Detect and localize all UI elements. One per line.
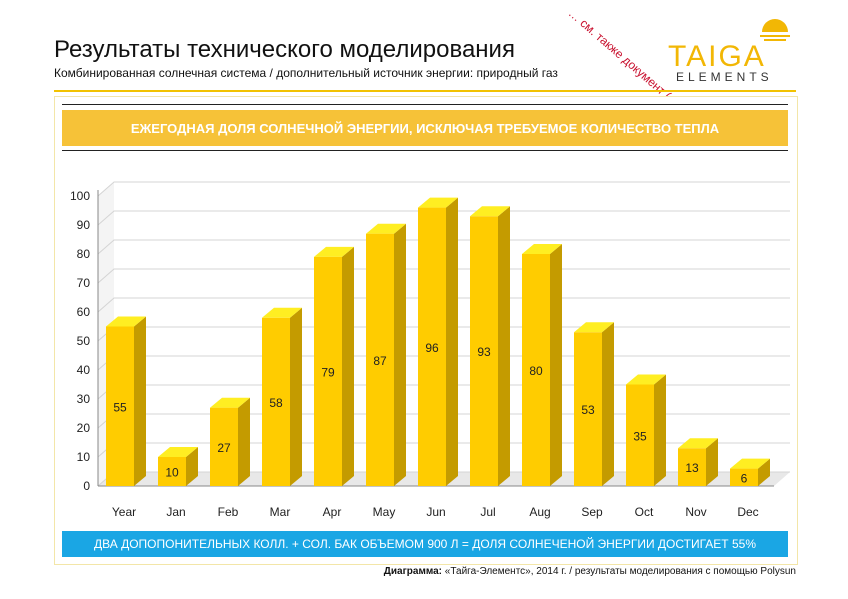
bar-top	[626, 374, 666, 385]
bar-value-label: 55	[113, 400, 127, 414]
bar-side	[550, 244, 562, 486]
bar-side	[186, 447, 198, 486]
bar	[418, 207, 446, 486]
bar	[678, 448, 706, 486]
x-tick-label: Dec	[737, 505, 758, 519]
bar-value-label: 96	[425, 341, 439, 355]
bar-value-label: 6	[741, 471, 748, 485]
gridline	[97, 239, 790, 255]
y-tick-label: 100	[70, 189, 90, 203]
bar	[262, 317, 290, 486]
bar-value-label: 87	[373, 354, 387, 368]
bar-value-label: 80	[529, 364, 543, 378]
bar-side	[446, 197, 458, 486]
y-tick-label: 80	[77, 247, 91, 261]
bar-value-label: 58	[269, 396, 283, 410]
caption-label: Диаграмма:	[383, 566, 443, 577]
bar-side	[602, 322, 614, 486]
gridline	[97, 210, 790, 226]
y-tick-label: 60	[77, 305, 91, 319]
page-title: Результаты технического моделирования	[54, 36, 515, 63]
bar-side	[706, 438, 718, 486]
taiga-elements-logo: TAIGA ELEMENTS	[668, 18, 798, 88]
x-tick-label: Jan	[166, 505, 185, 519]
y-tick-label: 40	[77, 363, 91, 377]
logo-word: TAIGA	[668, 40, 766, 73]
bar-side	[134, 316, 146, 486]
bar-top	[106, 316, 146, 327]
bar-top	[470, 206, 510, 217]
bar	[626, 384, 654, 486]
bar-top	[210, 397, 250, 408]
y-tick-label: 70	[77, 276, 91, 290]
bar-value-label: 27	[217, 441, 231, 455]
bar-top	[366, 223, 406, 234]
bar-value-label: 93	[477, 345, 491, 359]
y-tick-label: 10	[77, 450, 91, 464]
chart-banner: ЕЖЕГОДНАЯ ДОЛЯ СОЛНЕЧНОЙ ЭНЕРГИИ, ИСКЛЮЧ…	[62, 110, 788, 146]
bar-side	[498, 206, 510, 487]
x-tick-label: Oct	[635, 505, 654, 519]
bar-side	[238, 397, 250, 486]
bar	[314, 256, 342, 486]
bar	[470, 216, 498, 487]
y-tick-label: 0	[83, 479, 90, 493]
sun-icon	[760, 19, 790, 41]
bar-side	[758, 458, 770, 486]
logo-sub: ELEMENTS	[676, 70, 773, 84]
bar	[574, 332, 602, 486]
page-subtitle: Комбинированная солнечная система / допо…	[54, 66, 558, 80]
x-tick-label: Mar	[270, 505, 291, 519]
bar-top	[730, 458, 770, 469]
x-tick-label: Nov	[685, 505, 706, 519]
bar	[106, 326, 134, 486]
x-tick-label: Feb	[218, 505, 239, 519]
bar-value-label: 53	[581, 403, 595, 417]
bar-value-label: 35	[633, 429, 647, 443]
gridline	[97, 297, 790, 313]
bar	[730, 468, 758, 486]
summary-bar: ДВА ДОПОПОНИТЕЛЬНЫХ КОЛЛ. + СОЛ. БАК ОБЪ…	[62, 531, 788, 557]
document-note: … см. также документ (4)	[565, 6, 682, 110]
bar	[158, 457, 186, 486]
bar-top	[262, 307, 302, 318]
x-tick-label: May	[373, 505, 396, 519]
bar-value-label: 10	[165, 466, 179, 480]
bar-side	[654, 374, 666, 486]
y-tick-label: 20	[77, 421, 91, 435]
header-rule	[54, 90, 796, 92]
bar-top	[522, 244, 562, 254]
y-tick-label: 90	[77, 218, 91, 232]
banner-bottom-line	[62, 150, 788, 151]
bar	[522, 254, 550, 486]
bar	[366, 233, 394, 486]
bar-top	[418, 197, 458, 208]
chart-caption: Диаграмма: «Тайга-Элементс», 2014 г. / р…	[384, 566, 796, 577]
x-tick-label: Jul	[480, 505, 495, 519]
bar-value-label: 13	[685, 461, 699, 475]
bar-top	[314, 246, 354, 257]
gridline	[97, 181, 790, 197]
y-tick-label: 50	[77, 334, 91, 348]
bar-value-label: 79	[321, 365, 335, 379]
x-tick-label: Apr	[323, 505, 342, 519]
bar-top	[574, 322, 614, 333]
bar-side	[342, 246, 354, 486]
bar	[210, 407, 238, 486]
x-tick-label: Aug	[529, 505, 550, 519]
x-tick-label: Jun	[426, 505, 445, 519]
x-tick-label: Sep	[581, 505, 603, 519]
solar-share-bar-chart: 0 10 20 30 40 50 60 70 80 90 100 55 Year 10 Jan 27 Feb 58…	[70, 181, 790, 519]
banner-top-line	[62, 104, 788, 105]
bar-top	[158, 447, 198, 457]
gridline	[97, 268, 790, 284]
bar-side	[394, 223, 406, 486]
x-tick-label: Year	[112, 505, 136, 519]
bar-top	[678, 438, 718, 449]
bar-side	[290, 307, 302, 486]
caption-text: «Тайга-Элементс», 2014 г. / результаты м…	[442, 566, 796, 577]
y-tick-label: 30	[77, 392, 91, 406]
